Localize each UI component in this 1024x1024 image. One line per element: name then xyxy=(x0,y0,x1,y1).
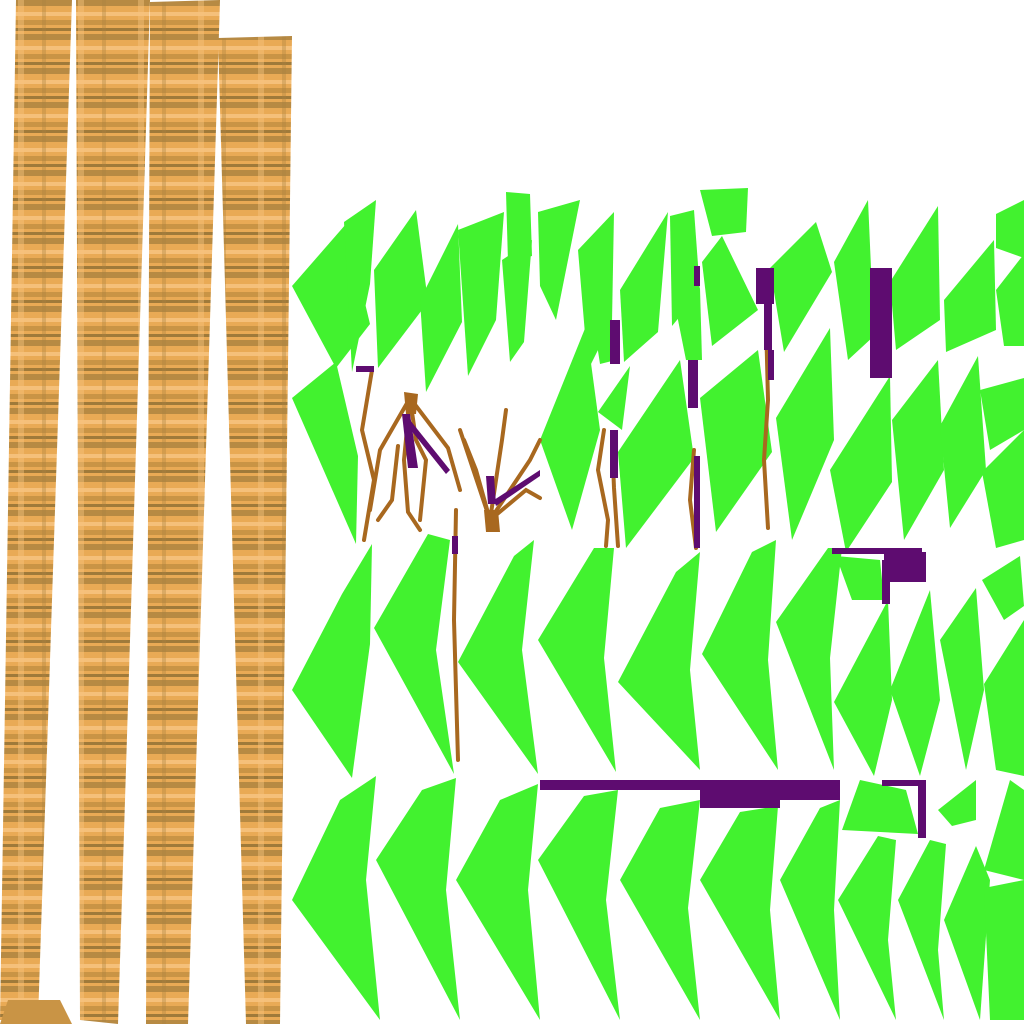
leaf-shape xyxy=(374,210,428,368)
leaf-shape xyxy=(420,224,462,392)
leaf-row-1 xyxy=(292,188,1024,392)
leaf-shape xyxy=(944,846,990,1020)
leaf-shape xyxy=(890,206,940,350)
leaf-shape xyxy=(344,200,376,372)
stem-bar xyxy=(700,788,840,800)
leaf-shape xyxy=(538,200,580,320)
leaf-shape xyxy=(996,200,1024,258)
leaf-shape xyxy=(984,880,1024,1020)
leaf-shape xyxy=(892,360,944,540)
leaf-shape xyxy=(676,288,702,360)
stem-bar xyxy=(700,798,780,808)
stem-bar xyxy=(756,268,774,304)
stem-bar xyxy=(832,548,922,554)
leaf-shape xyxy=(898,840,946,1020)
leaf-shape xyxy=(376,778,460,1020)
leaf-shape xyxy=(458,212,504,376)
leaf-shape xyxy=(506,192,532,262)
stem-bar xyxy=(452,536,458,554)
stem-bar xyxy=(882,780,926,786)
leaf-shape xyxy=(540,326,600,530)
trunk-strip-4 xyxy=(218,36,292,1024)
leaf-shape xyxy=(890,590,940,776)
leaf-shape xyxy=(834,600,892,776)
leaf-shape xyxy=(620,800,700,1020)
leaf-shape xyxy=(940,588,984,770)
leaf-shape xyxy=(456,784,540,1020)
leaf-shape xyxy=(938,780,976,826)
stem-bar xyxy=(406,420,450,474)
leaf-shape xyxy=(996,254,1024,346)
leaf-shape xyxy=(984,620,1024,776)
leaf-shape xyxy=(538,548,616,772)
leaf-shape xyxy=(618,552,700,770)
stem-bar xyxy=(486,476,496,504)
leaf-shape xyxy=(842,780,918,834)
branch-cluster-1 xyxy=(359,368,462,542)
stem-bar xyxy=(540,780,840,790)
stem-bar xyxy=(870,268,892,378)
trunk-strip-1-edge xyxy=(0,1000,72,1024)
stem-bar xyxy=(494,470,540,506)
leaf-shape xyxy=(940,356,986,528)
leaf-shape xyxy=(618,360,694,548)
leaf-shape xyxy=(836,556,884,600)
leaf-shape xyxy=(830,376,892,552)
stem-bar xyxy=(610,320,620,364)
leaf-shape xyxy=(292,776,380,1020)
leaf-shape xyxy=(620,212,668,362)
leaf-shape xyxy=(776,328,834,540)
leaf-shape xyxy=(538,790,620,1020)
stem-bar xyxy=(688,360,698,408)
trunk-strip-2 xyxy=(76,0,150,1024)
leaf-shape xyxy=(702,236,758,346)
stem-bar-horizontal xyxy=(540,780,840,808)
stem-bar xyxy=(694,266,700,286)
leaf-shape xyxy=(700,188,748,236)
leaf-shape xyxy=(944,240,996,352)
leaf-shape xyxy=(700,350,772,532)
trunk-strips xyxy=(0,0,292,1024)
leaf-shape xyxy=(776,548,842,770)
stem-bar xyxy=(882,560,890,604)
stem-bar xyxy=(768,350,774,380)
leaf-shape xyxy=(834,200,874,360)
leaf-shape xyxy=(598,366,630,430)
leaf-shape xyxy=(982,430,1024,548)
leaf-shape xyxy=(502,240,532,362)
leaf-shape xyxy=(984,780,1024,880)
leaf-shape xyxy=(780,800,840,1020)
trunk-strip-1 xyxy=(0,0,72,1020)
stem-bar xyxy=(764,300,772,350)
leaf-shape xyxy=(292,544,372,778)
leaf-shape xyxy=(770,222,832,352)
leaf-shape xyxy=(700,806,780,1020)
stem-bar xyxy=(918,780,926,838)
leaf-shape xyxy=(980,378,1024,450)
stem-bar xyxy=(610,430,618,478)
leaf-shape xyxy=(982,556,1024,620)
stem-bar xyxy=(356,366,374,372)
leaf-shape xyxy=(374,534,454,774)
stem-bar-vertical-set xyxy=(356,266,926,838)
stem-bar xyxy=(402,414,418,468)
leaf-row-3 xyxy=(292,534,1024,778)
stem-bar xyxy=(884,552,926,582)
stem-bar xyxy=(694,456,700,548)
leaf-shape xyxy=(702,540,778,770)
leaf-row-4 xyxy=(292,776,1024,1020)
leaf-shape xyxy=(458,540,538,774)
leaf-shape xyxy=(838,836,896,1020)
leaf-shape xyxy=(292,362,358,544)
trunk-strip-3 xyxy=(146,0,220,1024)
